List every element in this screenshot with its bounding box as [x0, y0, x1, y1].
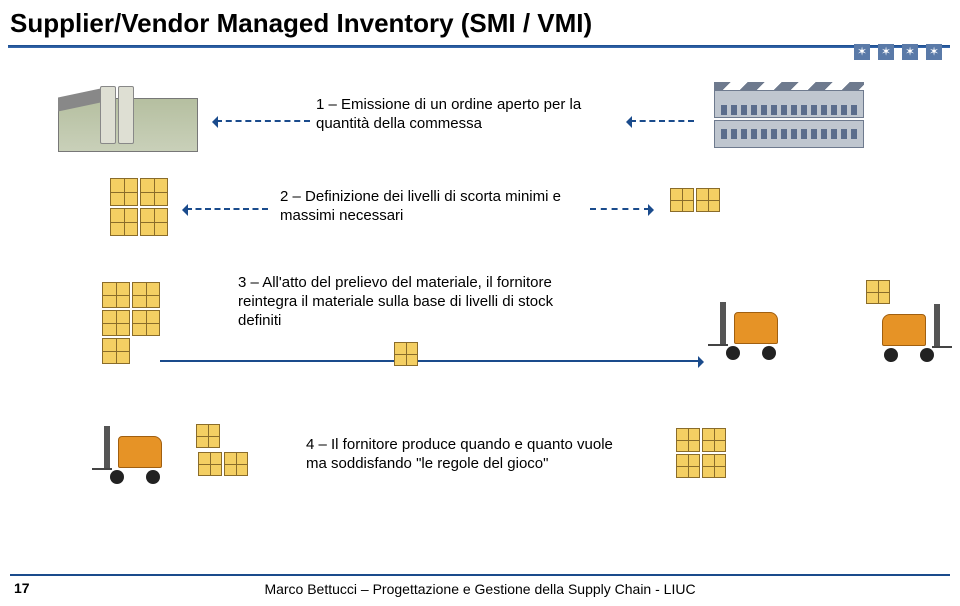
forklift-icon — [864, 306, 944, 362]
arrow-step1-left — [216, 120, 310, 122]
decor-stars — [854, 44, 942, 60]
forklift-icon — [716, 304, 796, 360]
step-4-label: 4 – Il fornitore produce quando e quanto… — [306, 436, 626, 474]
title-underline — [8, 45, 950, 48]
box-icon — [394, 342, 418, 366]
box-icon — [702, 428, 726, 452]
arrow-step1-right — [630, 120, 694, 122]
factory-icon — [714, 80, 864, 150]
box-pile-icon — [102, 282, 160, 364]
box-icon — [676, 454, 700, 478]
slide-title: Supplier/Vendor Managed Inventory (SMI /… — [0, 0, 960, 45]
box-pile-icon — [110, 178, 168, 236]
box-icon — [696, 188, 720, 212]
warehouse-icon — [58, 84, 198, 152]
box-icon — [866, 280, 890, 304]
box-icon — [676, 428, 700, 452]
arrow-step2-right — [590, 208, 650, 210]
footer-divider — [10, 574, 950, 576]
step-1-label: 1 – Emissione di un ordine aperto per la… — [316, 96, 606, 134]
arrow-step2-left — [186, 208, 268, 210]
box-icon — [670, 188, 694, 212]
star-icon — [854, 44, 870, 60]
forklift-icon — [100, 428, 180, 484]
footer-text: Marco Bettucci – Progettazione e Gestion… — [264, 581, 695, 597]
box-pile-icon — [198, 452, 248, 476]
page-number: 17 — [14, 580, 30, 596]
star-icon — [902, 44, 918, 60]
step-2-label: 2 – Definizione dei livelli di scorta mi… — [280, 188, 570, 226]
box-icon — [702, 454, 726, 478]
star-icon — [878, 44, 894, 60]
star-icon — [926, 44, 942, 60]
box-icon — [196, 424, 220, 448]
step-3-label: 3 – All'atto del prelievo del materiale,… — [238, 274, 558, 330]
arrow-step3 — [160, 360, 700, 362]
